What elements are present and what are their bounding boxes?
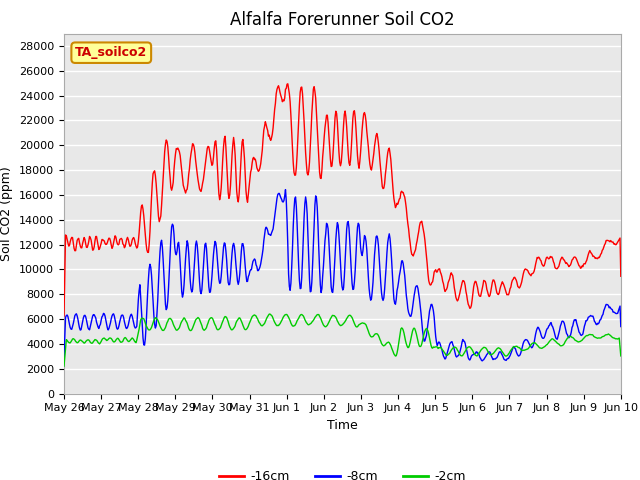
Text: TA_soilco2: TA_soilco2 [75, 46, 147, 59]
Legend: -16cm, -8cm, -2cm: -16cm, -8cm, -2cm [214, 465, 470, 480]
Y-axis label: Soil CO2 (ppm): Soil CO2 (ppm) [1, 166, 13, 261]
X-axis label: Time: Time [327, 419, 358, 432]
Title: Alfalfa Forerunner Soil CO2: Alfalfa Forerunner Soil CO2 [230, 11, 454, 29]
